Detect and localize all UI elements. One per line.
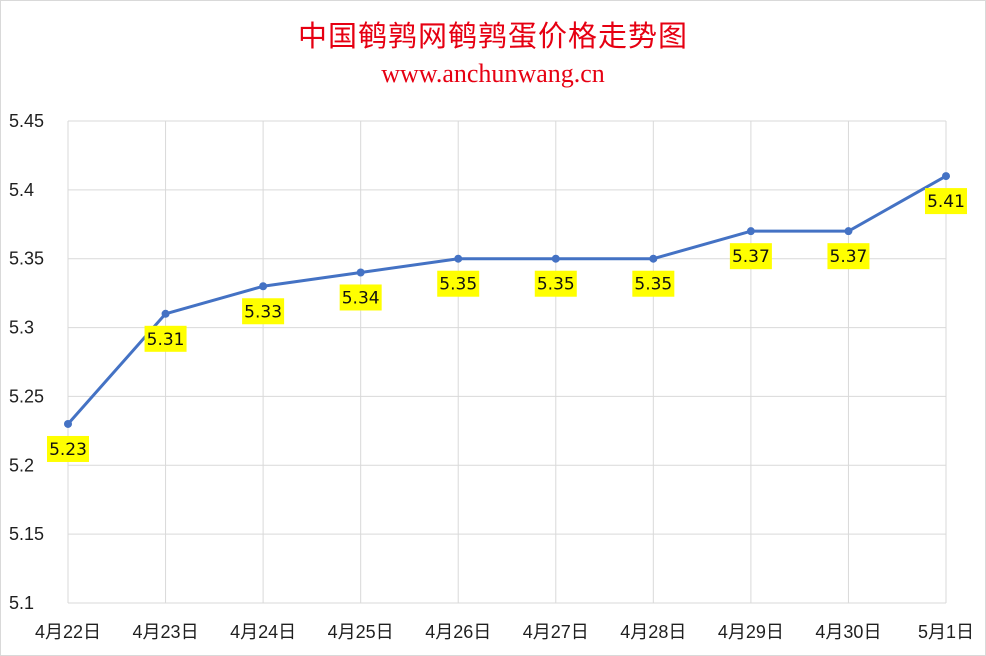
data-label: 5.35 xyxy=(634,275,672,295)
y-tick-label: 5.15 xyxy=(9,524,44,544)
data-point xyxy=(844,227,853,236)
data-label: 5.33 xyxy=(244,302,282,322)
x-tick-label: 4月24日 xyxy=(230,622,296,642)
data-point xyxy=(746,227,755,236)
data-label: 5.34 xyxy=(342,288,380,308)
data-point xyxy=(161,309,170,318)
data-label: 5.37 xyxy=(830,247,868,267)
data-point xyxy=(551,254,560,263)
x-tick-label: 4月26日 xyxy=(425,622,491,642)
x-tick-label: 4月22日 xyxy=(35,622,101,642)
y-tick-label: 5.25 xyxy=(9,386,44,406)
chart-subtitle: www.anchunwang.cn xyxy=(381,59,605,88)
data-label-box xyxy=(729,243,772,270)
data-label-box xyxy=(632,270,675,297)
y-tick-label: 5.45 xyxy=(9,111,44,131)
data-label: 5.23 xyxy=(49,440,87,460)
x-tick-label: 4月30日 xyxy=(815,622,881,642)
data-label: 5.35 xyxy=(537,275,575,295)
data-label-box xyxy=(339,284,382,311)
data-label-box xyxy=(144,325,187,352)
data-point xyxy=(259,282,268,291)
data-label: 5.37 xyxy=(732,247,770,267)
y-tick-label: 5.3 xyxy=(9,318,34,338)
data-label-box xyxy=(925,188,967,215)
y-tick-label: 5.2 xyxy=(9,455,34,475)
data-point xyxy=(942,172,950,181)
x-tick-label: 4月25日 xyxy=(328,622,394,642)
x-tick-label: 5月1日 xyxy=(918,622,974,642)
data-point xyxy=(356,268,365,277)
x-tick-label: 4月27日 xyxy=(523,622,589,642)
data-label: 5.41 xyxy=(927,192,965,212)
data-label-box xyxy=(827,243,870,270)
x-tick-label: 4月28日 xyxy=(620,622,686,642)
data-label-box xyxy=(242,298,285,325)
data-point xyxy=(649,254,658,263)
data-label: 5.31 xyxy=(147,330,185,350)
y-tick-label: 5.1 xyxy=(9,593,34,613)
data-label: 5.35 xyxy=(439,275,477,295)
data-label-box xyxy=(534,270,577,297)
data-point xyxy=(454,254,463,263)
data-point xyxy=(64,419,72,428)
x-tick-label: 4月29日 xyxy=(718,622,784,642)
series-line xyxy=(66,174,948,426)
y-tick-label: 5.4 xyxy=(9,180,34,200)
data-label-box xyxy=(437,270,480,297)
y-tick-label: 5.35 xyxy=(9,249,44,269)
data-label-box xyxy=(47,435,89,462)
chart-title: 中国鹌鹑网鹌鹑蛋价格走势图 xyxy=(297,19,688,53)
x-tick-label: 4月23日 xyxy=(133,622,199,642)
